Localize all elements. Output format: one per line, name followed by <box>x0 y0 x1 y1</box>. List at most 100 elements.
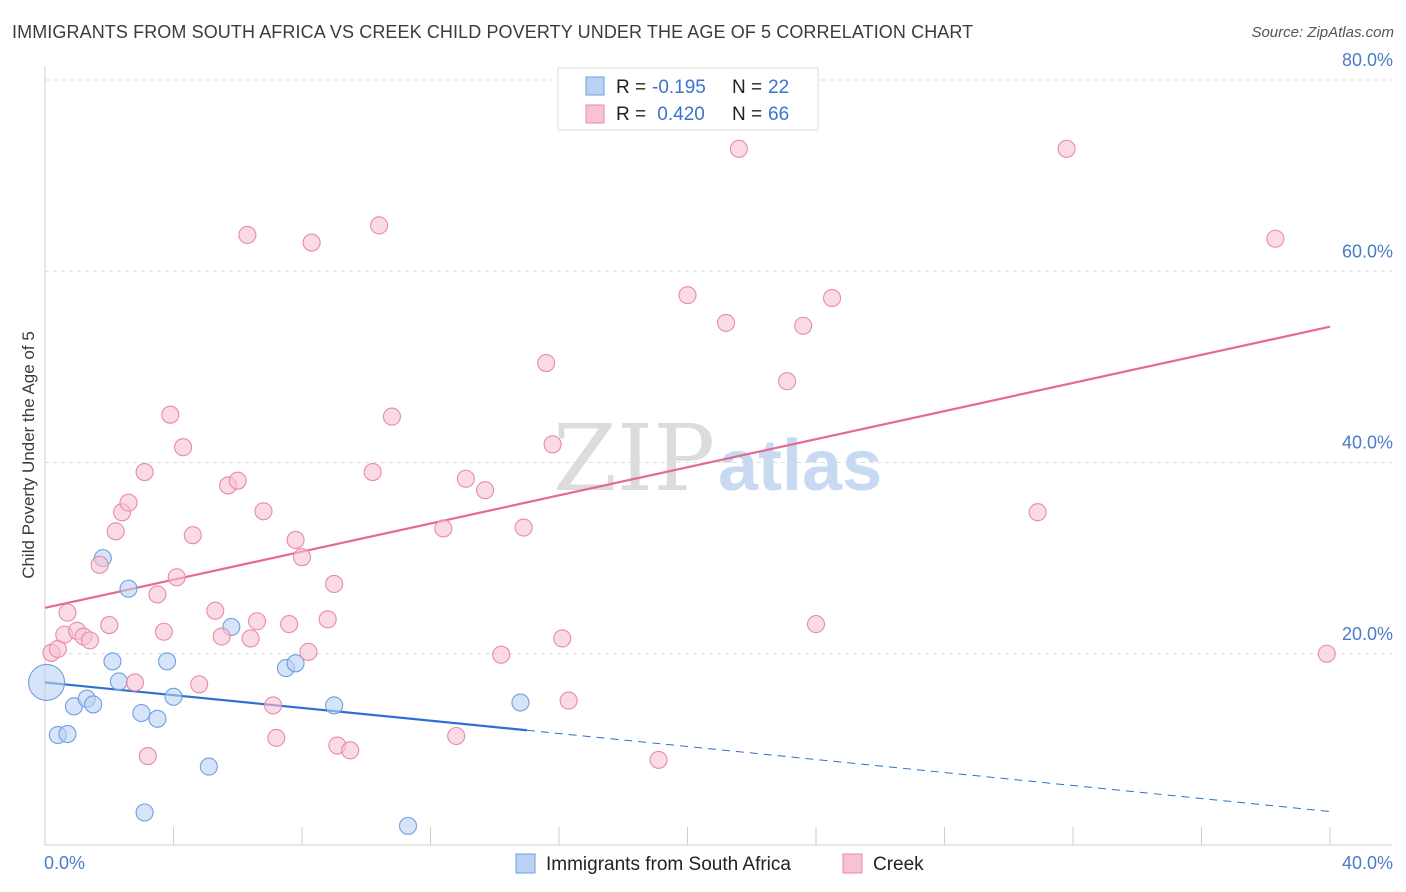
point-blue-21 <box>511 693 530 712</box>
point-pink-13 <box>135 463 154 482</box>
axes <box>44 66 1392 846</box>
x-tick-label-min: 0.0% <box>44 853 85 873</box>
point-pink-60 <box>806 615 826 634</box>
point-pink-36 <box>302 233 321 252</box>
trend-line-extension-blue <box>526 729 1331 813</box>
chart-title: IMMIGRANTS FROM SOUTH AFRICA VS CREEK CH… <box>12 22 974 42</box>
watermark-atlas: atlas <box>718 426 882 506</box>
point-pink-34 <box>292 548 312 567</box>
point-pink-32 <box>280 615 299 634</box>
point-blue-0 <box>28 663 66 701</box>
point-pink-58 <box>778 372 797 391</box>
gridlines <box>45 79 1392 655</box>
point-pink-51 <box>543 435 562 454</box>
trend-line-blue <box>44 681 527 732</box>
point-pink-57 <box>729 139 748 158</box>
y-tick-label-80: 80.0% <box>1342 50 1393 70</box>
legend-swatch-pink <box>585 104 605 124</box>
point-pink-42 <box>370 216 389 235</box>
series-legend-swatch-pink <box>842 853 863 874</box>
point-pink-11 <box>119 493 138 512</box>
point-blue-13 <box>158 652 177 671</box>
point-pink-61 <box>823 288 842 308</box>
point-pink-21 <box>190 675 209 694</box>
point-pink-53 <box>559 691 578 710</box>
point-blue-12 <box>148 709 167 728</box>
tick-labels: 20.0% 40.0% 60.0% 80.0% 0.0% 40.0% <box>44 50 1393 873</box>
point-blue-9 <box>119 579 138 598</box>
point-pink-41 <box>363 463 382 482</box>
legend-n-label-2: N = <box>732 104 762 125</box>
point-pink-50 <box>537 353 556 373</box>
point-pink-48 <box>492 645 511 664</box>
point-blue-10 <box>132 703 151 723</box>
point-blue-20 <box>398 816 418 835</box>
legend-r-value-2: 0.420 <box>652 104 705 125</box>
point-pink-64 <box>1266 229 1285 248</box>
point-pink-16 <box>154 622 173 641</box>
y-tick-label-20: 20.0% <box>1342 624 1393 644</box>
point-pink-49 <box>514 518 533 537</box>
point-pink-3 <box>58 603 77 622</box>
point-pink-23 <box>212 627 231 646</box>
point-pink-25 <box>228 471 247 490</box>
legend-r-label-1: R = <box>616 77 646 98</box>
point-pink-46 <box>456 469 475 488</box>
point-pink-54 <box>649 750 668 769</box>
y-tick-label-40: 40.0% <box>1342 433 1393 453</box>
point-pink-52 <box>553 629 572 648</box>
point-pink-62 <box>1028 503 1047 522</box>
point-pink-38 <box>325 574 344 593</box>
series-legend-swatch-blue <box>515 853 536 874</box>
point-pink-9 <box>106 522 125 541</box>
legend-swatch-blue <box>585 76 605 96</box>
watermark: ZIP atlas <box>553 405 882 512</box>
point-pink-15 <box>148 585 167 604</box>
y-axis-label: Child Poverty Under the Age of 5 <box>19 331 38 579</box>
point-pink-45 <box>447 726 466 746</box>
point-blue-19 <box>325 696 344 715</box>
trend-line-pink <box>44 325 1331 609</box>
point-blue-7 <box>103 652 122 671</box>
point-pink-14 <box>138 747 157 766</box>
point-blue-5 <box>84 695 103 714</box>
watermark-zip: ZIP <box>553 405 715 512</box>
series-legend: Immigrants from South Africa Creek <box>515 853 924 875</box>
point-pink-6 <box>80 631 100 650</box>
point-pink-31 <box>267 728 286 747</box>
legend-n-value-2: 66 <box>768 104 789 125</box>
correlation-legend: R = -0.195 N = 22 R = 0.420 N = 66 <box>557 67 819 131</box>
point-pink-40 <box>341 741 360 760</box>
legend-n-value-1: 22 <box>768 77 789 98</box>
point-pink-8 <box>100 616 119 635</box>
point-pink-28 <box>247 612 267 631</box>
legend-r-label-2: R = <box>616 104 646 125</box>
point-pink-26 <box>238 225 257 244</box>
point-pink-44 <box>434 519 453 538</box>
legend-n-label-1: N = <box>732 77 762 98</box>
point-pink-59 <box>794 316 813 335</box>
point-pink-65 <box>1317 644 1336 663</box>
point-blue-8 <box>109 672 128 691</box>
source-label: Source: ZipAtlas.com <box>1251 24 1394 41</box>
point-pink-7 <box>90 555 109 574</box>
point-pink-35 <box>299 642 318 661</box>
point-pink-47 <box>476 481 495 500</box>
point-pink-18 <box>167 568 186 587</box>
series-legend-label-blue: Immigrants from South Africa <box>546 854 791 875</box>
y-tick-label-60: 60.0% <box>1342 241 1393 261</box>
trend-lines <box>44 325 1331 813</box>
point-pink-20 <box>183 526 202 545</box>
point-pink-63 <box>1057 139 1076 158</box>
point-pink-43 <box>382 407 402 426</box>
point-pink-37 <box>318 610 337 629</box>
point-pink-55 <box>678 286 697 305</box>
point-blue-14 <box>164 687 183 706</box>
point-pink-17 <box>161 405 180 424</box>
point-blue-18 <box>286 654 305 673</box>
point-blue-11 <box>135 803 154 822</box>
point-pink-12 <box>125 673 144 692</box>
point-pink-19 <box>174 438 193 457</box>
x-tick-label-max: 40.0% <box>1342 853 1393 873</box>
